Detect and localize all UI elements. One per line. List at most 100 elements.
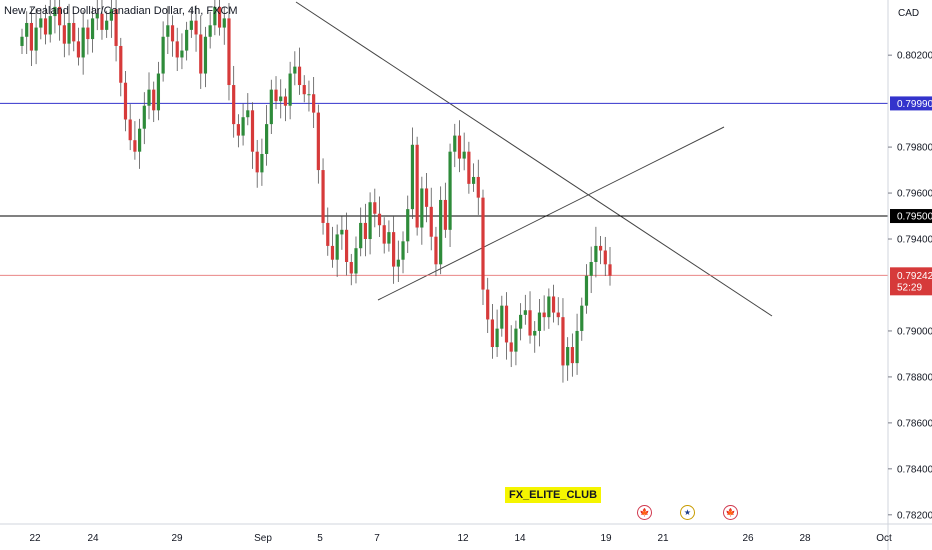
canada-flag-event-icon[interactable]: 🍁 <box>637 505 652 520</box>
candle-up <box>185 29 189 51</box>
candle-down <box>344 229 349 262</box>
candle-up <box>589 262 593 276</box>
candle-down <box>250 110 255 152</box>
candle-down <box>481 197 485 290</box>
candle-down <box>119 45 123 83</box>
currency-label: CAD <box>898 8 919 19</box>
time-tick-label: 5 <box>317 533 323 544</box>
candle-down <box>312 94 316 113</box>
candle-up <box>335 234 339 260</box>
time-tick-label: Oct <box>876 533 892 544</box>
candle-down <box>467 151 471 184</box>
candle-up <box>203 36 208 74</box>
candle-up <box>514 328 518 352</box>
candle-down <box>598 245 603 251</box>
time-tick-label: 22 <box>29 533 41 544</box>
candle-up <box>246 110 250 118</box>
candle-up <box>500 305 504 329</box>
candle-down <box>486 289 490 320</box>
candle-up <box>495 328 499 348</box>
price-tick-label: 0.79800 <box>897 143 932 154</box>
candle-up <box>523 310 527 315</box>
candle-up <box>95 13 99 19</box>
price-tick-label: 0.79000 <box>897 326 932 337</box>
candlestick-series <box>20 0 612 383</box>
level-price-label: 0.79990 <box>897 99 932 110</box>
candle-up <box>547 296 551 318</box>
candle-down <box>603 250 607 265</box>
price-tick-label: 0.79600 <box>897 189 932 200</box>
candle-down <box>86 27 90 40</box>
candle-down <box>194 20 198 35</box>
candle-down <box>76 41 81 58</box>
candle-up <box>406 209 410 242</box>
candle-up <box>53 6 57 17</box>
level-price-box <box>890 209 932 224</box>
chart-title: New Zealand Dollar/Canadian Dollar, 4h, … <box>4 5 238 17</box>
candle-down <box>199 34 203 74</box>
candle-down <box>349 262 353 274</box>
candle-up <box>307 94 311 96</box>
time-tick-label: 12 <box>457 533 469 544</box>
time-tick-label: 14 <box>514 533 526 544</box>
candle-down <box>217 6 222 28</box>
candle-down <box>123 82 128 120</box>
candle-up <box>533 330 537 336</box>
last-price-box <box>890 267 932 296</box>
candle-down <box>363 222 367 240</box>
candle-up <box>260 153 264 173</box>
candle-down <box>556 312 560 318</box>
candle-down <box>392 232 396 267</box>
candle-down <box>561 317 565 366</box>
candle-down <box>509 342 513 352</box>
last-price-label: 0.79242 <box>897 271 932 282</box>
level-price-box <box>890 96 932 111</box>
candle-down <box>382 225 386 244</box>
candle-up <box>566 347 570 366</box>
candle-down <box>62 25 66 44</box>
candle-down <box>175 41 179 58</box>
canada-flag-event-2-icon[interactable]: 🍁 <box>723 505 738 520</box>
time-tick-label: Sep <box>254 533 272 544</box>
countdown-label: 52:29 <box>897 282 922 293</box>
time-tick-label: 28 <box>799 533 811 544</box>
candle-down <box>227 18 231 86</box>
candle-down <box>424 188 429 207</box>
candle-up <box>354 248 358 274</box>
price-axis: CAD 0.80200 0.79800 0.79600 0.79400 0.79000 0.… <box>887 0 932 550</box>
candle-down <box>152 89 156 111</box>
candle-down <box>274 89 278 102</box>
candle-up <box>222 18 226 28</box>
candle-down <box>236 124 240 136</box>
candle-up <box>166 25 170 37</box>
candle-down <box>429 206 433 237</box>
candle-up <box>462 151 466 159</box>
descending-trendline[interactable] <box>295 1 773 317</box>
candle-up <box>20 36 24 46</box>
candle-up <box>39 18 43 28</box>
candle-up <box>420 188 424 228</box>
candle-up <box>387 232 391 244</box>
candle-down <box>232 85 236 125</box>
candle-up <box>25 22 29 37</box>
candle-down <box>326 222 330 246</box>
candle-down <box>570 347 574 364</box>
time-tick-label: 21 <box>657 533 669 544</box>
candle-down <box>283 96 288 106</box>
candle-up <box>293 66 297 74</box>
candle-up <box>90 18 95 40</box>
candle-down <box>255 151 259 173</box>
candle-down <box>528 310 532 336</box>
australia-flag-event-icon[interactable]: ★ <box>680 505 695 520</box>
candle-up <box>67 22 71 44</box>
candle-down <box>415 144 419 228</box>
level-price-label: 0.79500 <box>897 212 932 223</box>
candle-up <box>265 124 269 154</box>
candle-up <box>340 229 344 235</box>
candle-up <box>180 50 184 58</box>
candle-up <box>537 312 542 331</box>
candle-up <box>81 27 85 58</box>
candle-up <box>519 314 523 329</box>
candle-up <box>288 73 292 106</box>
